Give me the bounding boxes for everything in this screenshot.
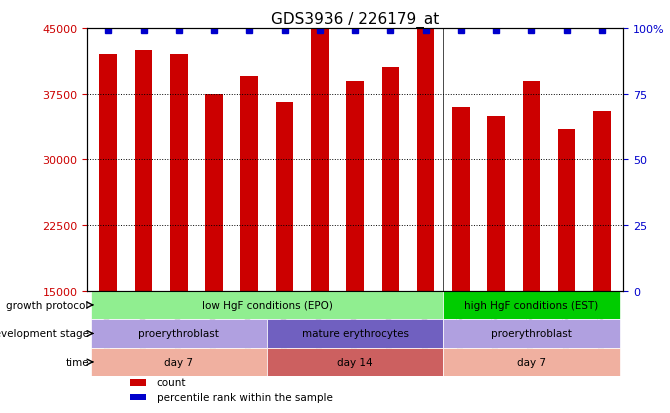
- FancyBboxPatch shape: [90, 348, 267, 376]
- Bar: [381, 68, 399, 291]
- Text: day 7: day 7: [517, 357, 546, 367]
- Text: high HgF conditions (EST): high HgF conditions (EST): [464, 300, 598, 310]
- Bar: [130, 380, 146, 386]
- FancyBboxPatch shape: [444, 291, 620, 319]
- Bar: [205, 95, 223, 291]
- Bar: [170, 55, 188, 291]
- Text: mature erythrocytes: mature erythrocytes: [302, 329, 409, 339]
- Bar: [452, 107, 470, 291]
- FancyBboxPatch shape: [267, 319, 444, 348]
- Bar: [487, 116, 505, 291]
- Text: time: time: [65, 357, 89, 367]
- Bar: [346, 81, 364, 291]
- Text: proerythroblast: proerythroblast: [138, 329, 219, 339]
- Text: low HgF conditions (EPO): low HgF conditions (EPO): [202, 300, 332, 310]
- Bar: [417, 24, 434, 291]
- Text: growth protocol: growth protocol: [7, 300, 89, 310]
- Bar: [523, 81, 540, 291]
- Bar: [135, 51, 152, 291]
- FancyBboxPatch shape: [444, 319, 620, 348]
- Bar: [276, 103, 293, 291]
- FancyBboxPatch shape: [90, 291, 444, 319]
- Title: GDS3936 / 226179_at: GDS3936 / 226179_at: [271, 12, 440, 28]
- Bar: [99, 55, 117, 291]
- Text: percentile rank within the sample: percentile rank within the sample: [157, 392, 333, 402]
- Bar: [593, 112, 611, 291]
- Text: count: count: [157, 377, 186, 387]
- FancyBboxPatch shape: [90, 319, 267, 348]
- Bar: [558, 129, 576, 291]
- Text: day 14: day 14: [337, 357, 373, 367]
- FancyBboxPatch shape: [267, 348, 444, 376]
- Bar: [311, 0, 329, 291]
- FancyBboxPatch shape: [444, 348, 620, 376]
- Bar: [241, 77, 258, 291]
- Bar: [130, 394, 146, 400]
- Text: day 7: day 7: [164, 357, 193, 367]
- Text: development stage: development stage: [0, 329, 89, 339]
- Text: proerythroblast: proerythroblast: [491, 329, 572, 339]
